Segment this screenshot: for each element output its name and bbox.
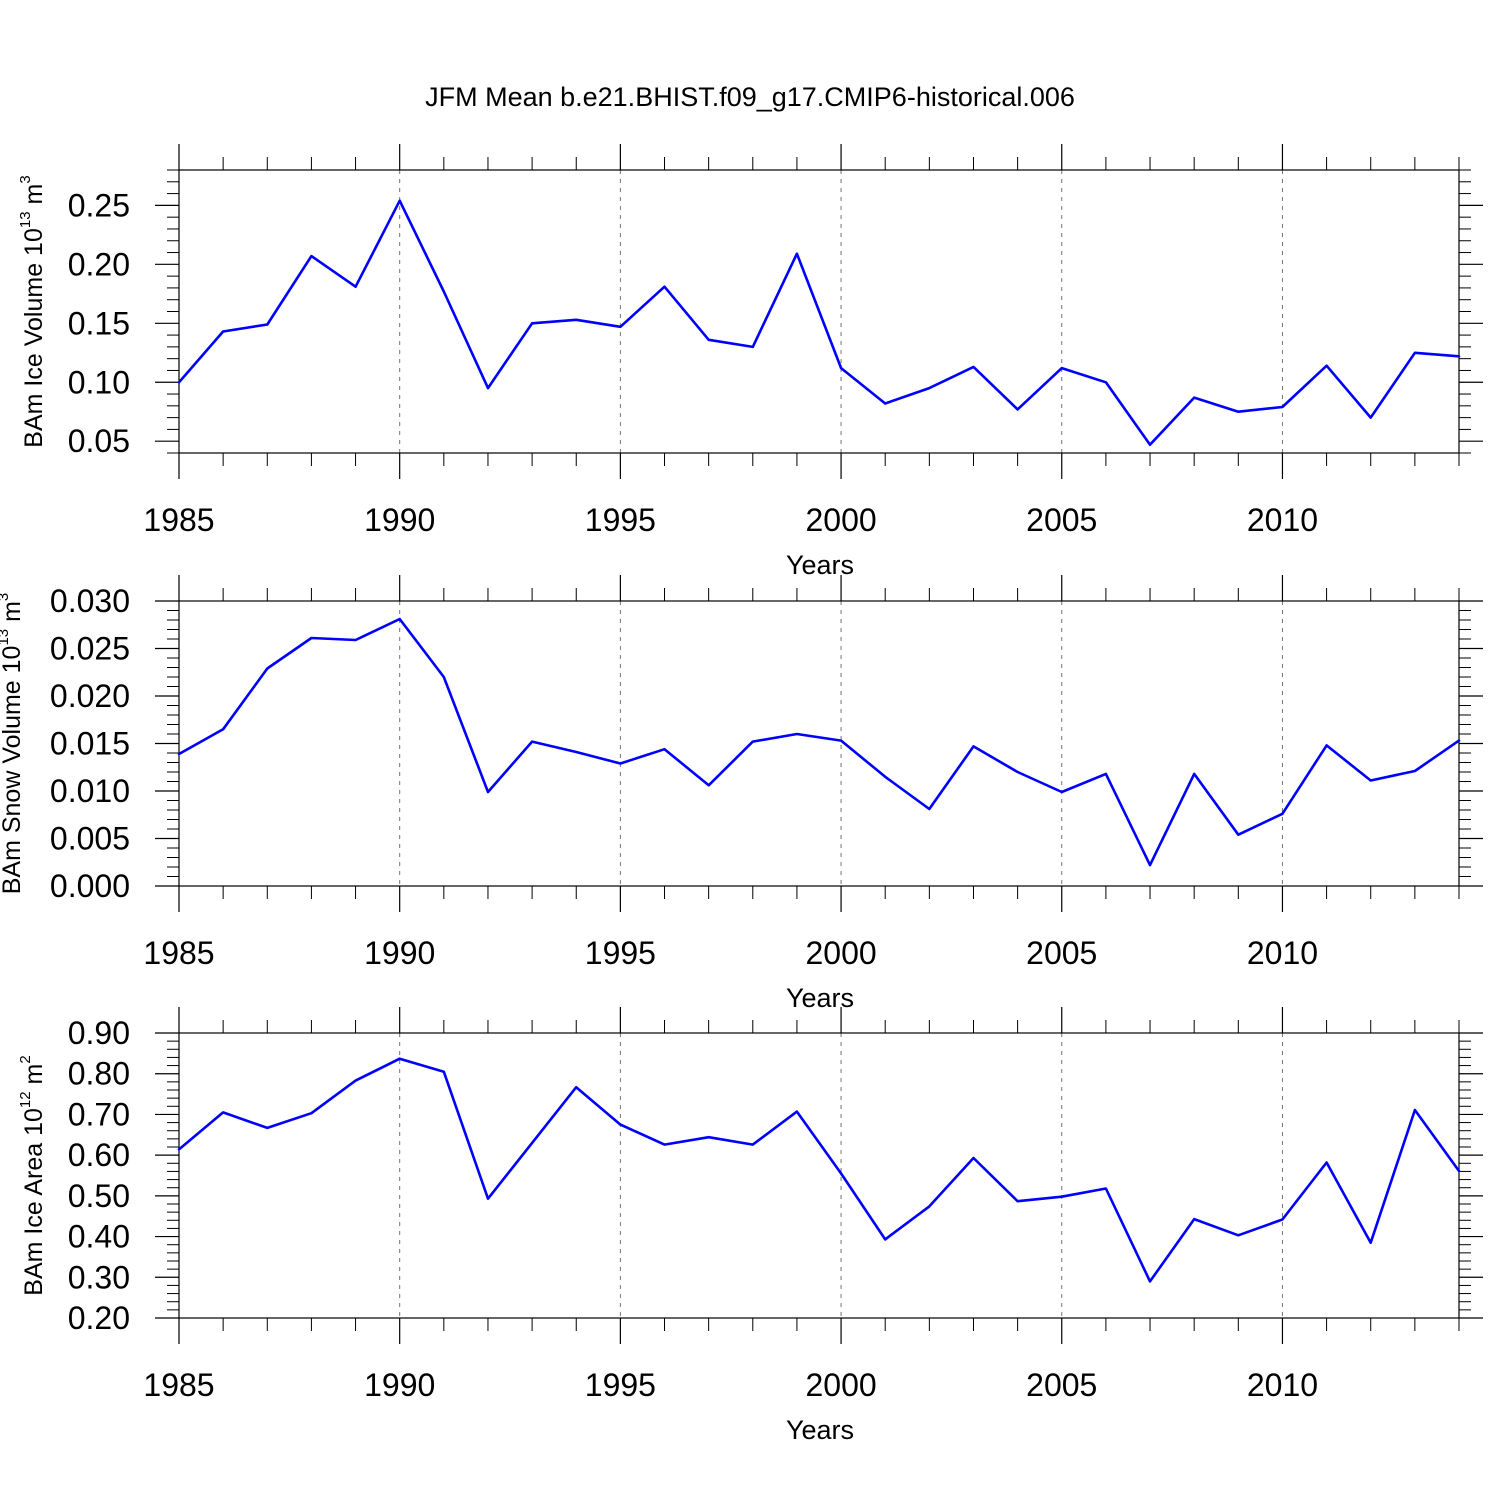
panel-2-ytick-label: 0.010 <box>50 773 130 809</box>
panel-2-ytick-label: 0.005 <box>50 821 130 857</box>
panel-2-xtick-label: 2005 <box>1026 935 1097 971</box>
panel-2-ytick-label: 0.015 <box>50 726 130 762</box>
panel-1-series-line <box>177 199 1461 447</box>
panel-2-y-axis-label: BAm Snow Volume 1013 m3 <box>0 593 26 895</box>
panel-1-xtick-label: 1990 <box>364 502 435 538</box>
panel-2-xtick-label: 2000 <box>805 935 876 971</box>
panel-1-x-axis-label: Years <box>786 550 854 580</box>
panel-2-ytick-label: 0.000 <box>50 868 130 904</box>
panel-3-ytick-label: 0.50 <box>68 1178 130 1214</box>
panel-2-frame <box>178 600 1460 887</box>
panel-2-xtick-label: 1995 <box>585 935 656 971</box>
panel-3-xtick-label: 1995 <box>585 1367 656 1403</box>
panel-3-xtick-label: 2000 <box>805 1367 876 1403</box>
panel-2-ytick-label: 0.025 <box>50 631 130 667</box>
panel-3-ytick-label: 0.60 <box>68 1137 130 1173</box>
panel-3-xtick-label: 1985 <box>143 1367 214 1403</box>
chart-title: JFM Mean b.e21.BHIST.f09_g17.CMIP6-histo… <box>425 82 1075 112</box>
panel-3-ytick-label: 0.20 <box>68 1300 130 1336</box>
panel-3-xtick-label: 1990 <box>364 1367 435 1403</box>
panel-3-xtick-label: 2005 <box>1026 1367 1097 1403</box>
panel-3-ytick-label: 0.40 <box>68 1219 130 1255</box>
panel-3-ytick-label: 0.30 <box>68 1259 130 1295</box>
panel-1-ytick-label: 0.25 <box>68 187 130 223</box>
panel-1-xtick-label: 1995 <box>585 502 656 538</box>
panel-1-xtick-label: 2010 <box>1247 502 1318 538</box>
panel-1-ytick-label: 0.05 <box>68 423 130 459</box>
panel-3-ytick-label: 0.80 <box>68 1056 130 1092</box>
panel-2-xtick-label: 1985 <box>143 935 214 971</box>
panel-1-y-axis-label: BAm Ice Volume 1013 m3 <box>17 175 48 447</box>
panel-3-ytick-label: 0.70 <box>68 1096 130 1132</box>
panel-1-xtick-label: 1985 <box>143 502 214 538</box>
panel-3-xtick-label: 2010 <box>1247 1367 1318 1403</box>
panel-3-ytick-label: 0.90 <box>68 1015 130 1051</box>
panel-1-xtick-label: 2005 <box>1026 502 1097 538</box>
panel-2-xtick-label: 1990 <box>364 935 435 971</box>
panel-3-series-line <box>177 1057 1461 1283</box>
panel-1-ytick-label: 0.10 <box>68 364 130 400</box>
panel-1-xtick-label: 2000 <box>805 502 876 538</box>
panel-2-x-axis-label: Years <box>786 983 854 1013</box>
panel-2-ytick-label: 0.020 <box>50 678 130 714</box>
panel-1-ytick-label: 0.20 <box>68 246 130 282</box>
panel-3-frame <box>178 1032 1460 1319</box>
panel-3-y-axis-label: BAm Ice Area 1012 m2 <box>17 1055 48 1295</box>
panel-2-ytick-label: 0.030 <box>50 583 130 619</box>
panel-3-x-axis-label: Years <box>786 1415 854 1445</box>
panel-1-ytick-label: 0.15 <box>68 305 130 341</box>
panel-2-series-line <box>177 617 1461 867</box>
panel-2-xtick-label: 2010 <box>1247 935 1318 971</box>
